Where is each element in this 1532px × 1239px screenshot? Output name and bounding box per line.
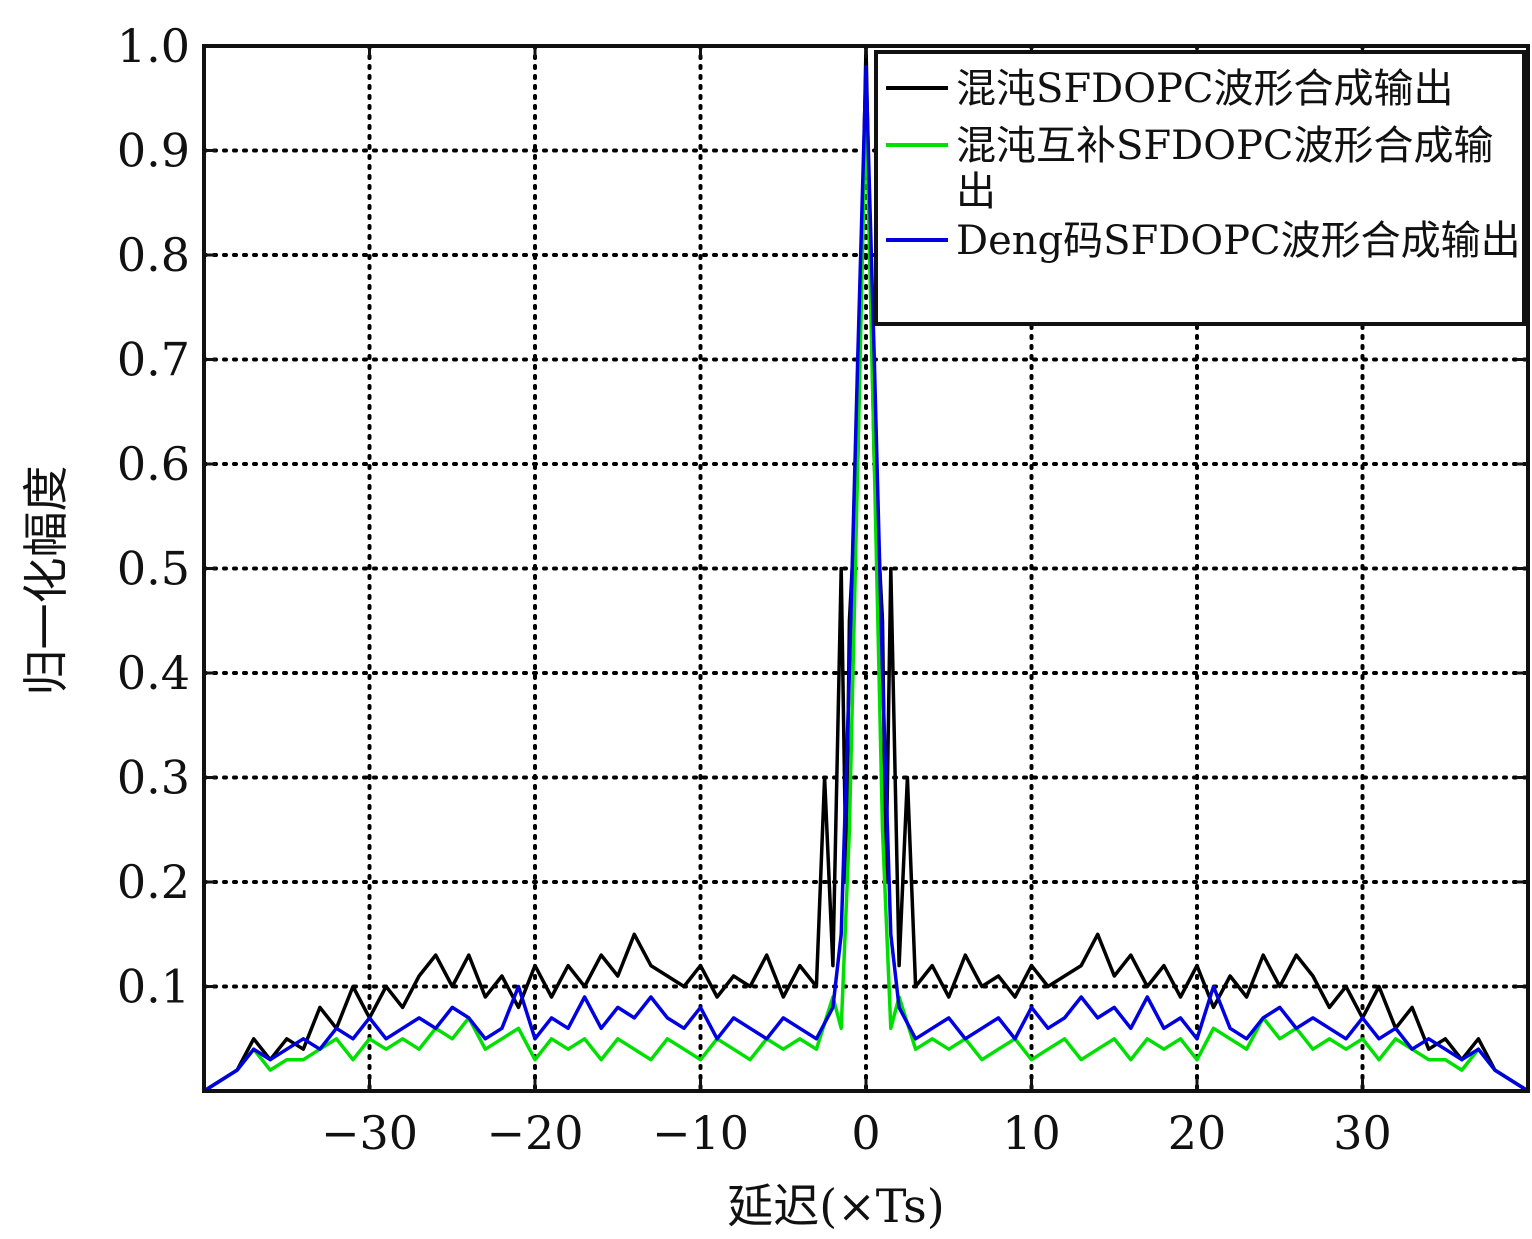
y-tick-label: 0.5	[117, 542, 190, 596]
y-tick-label: 1.0	[117, 19, 190, 73]
y-tick-label: 0.3	[117, 751, 190, 805]
x-tick-label: −10	[652, 1106, 749, 1160]
y-tick-label: 0.7	[117, 333, 190, 387]
ticks: −30 −20 −10 0 10 20 30 0.1 0.2 0.3 0.4 0.5 0.6 0.7 0.8…	[117, 19, 1528, 1160]
y-tick-label: 0.1	[117, 960, 190, 1014]
x-tick-label: −20	[486, 1106, 583, 1160]
series-line-3	[203, 65, 1529, 1093]
y-tick-label: 0.4	[117, 646, 190, 700]
y-tick-label: 0.9	[117, 124, 190, 178]
legend-label-1: 混沌SFDOPC波形合成输出	[956, 66, 1454, 112]
y-tick-label: 0.6	[117, 437, 190, 491]
legend-box	[874, 50, 1526, 326]
legend: 混沌SFDOPC波形合成输出混沌互补SFDOPC波形合成输出Deng码SFDOP…	[874, 50, 1526, 326]
x-tick-label: 20	[1168, 1106, 1227, 1160]
x-axis-title: 延迟(×Ts)	[727, 1179, 944, 1233]
y-tick-label: 0.8	[117, 228, 190, 282]
x-tick-label: −30	[321, 1106, 418, 1160]
legend-items: 混沌SFDOPC波形合成输出混沌互补SFDOPC波形合成输出Deng码SFDOP…	[886, 66, 1521, 264]
x-tick-label: 30	[1333, 1106, 1392, 1160]
legend-label-3: Deng码SFDOPC波形合成输出	[956, 218, 1521, 264]
y-tick-label: 0.2	[117, 855, 190, 909]
x-tick-label: 10	[1002, 1106, 1061, 1160]
y-axis-title: 归一化幅度	[19, 466, 73, 696]
legend-label-2: 混沌互补SFDOPC波形合成输出	[956, 123, 1494, 215]
x-tick-label: 0	[851, 1106, 880, 1160]
